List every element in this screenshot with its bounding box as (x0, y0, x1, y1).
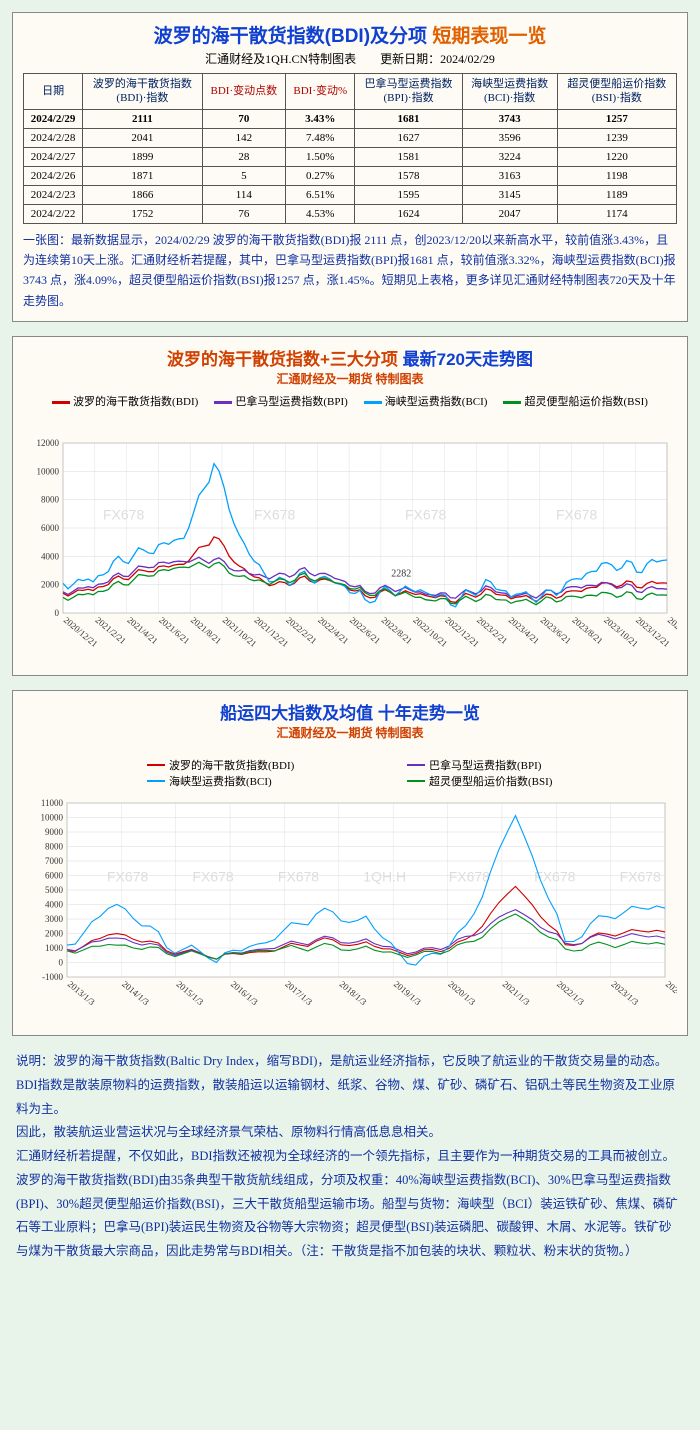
svg-text:FX678: FX678 (449, 868, 490, 884)
bdi-table: 日期波罗的海干散货指数(BDI)·指数BDI·变动点数BDI·变动%巴拿马型运费… (23, 73, 677, 224)
col-header: 巴拿马型运费指数(BPI)·指数 (355, 74, 462, 110)
col-header: 超灵便型船运价指数(BSI)·指数 (557, 74, 676, 110)
svg-text:3000: 3000 (45, 914, 64, 924)
explain-line: 汇通财经析若提醒，不仅如此，BDI指数还被视为全球经济的一个领先指标，且主要作为… (16, 1145, 684, 1169)
svg-text:海峡型运费指数(BCI): 海峡型运费指数(BCI) (169, 774, 272, 788)
explain-line: 波罗的海干散货指数(BDI)由35条典型干散货航线组成，分项及权重：40%海峡型… (16, 1169, 684, 1264)
svg-text:1000: 1000 (45, 943, 64, 953)
svg-text:2282: 2282 (391, 569, 411, 580)
svg-text:巴拿马型运费指数(BPI): 巴拿马型运费指数(BPI) (429, 758, 542, 772)
table-row: 2024/2/2820411427.48%162735961239 (24, 128, 677, 147)
svg-text:8000: 8000 (41, 495, 60, 505)
chart10y-subtitle: 汇通财经及一期货 特制图表 (23, 724, 677, 741)
svg-text:-1000: -1000 (42, 972, 63, 982)
col-header: BDI·变动点数 (202, 74, 286, 110)
chart-10y-svg: -1000 0 1000 2000 3000 4000 5000 6000 7000 8000 90… (23, 745, 677, 1025)
table-row: 2024/2/26187150.27%157831631198 (24, 166, 677, 185)
svg-text:6000: 6000 (45, 871, 64, 881)
table-row: 2024/2/2318661146.51%159531451189 (24, 185, 677, 204)
svg-text:FX678: FX678 (534, 868, 575, 884)
explain-line: 说明：波罗的海干散货指数(Baltic Dry Index，缩写BDI)，是航运… (16, 1050, 684, 1074)
panel1-title: 波罗的海干散货指数(BDI)及分项 短期表现一览 (23, 21, 677, 48)
chart720-title-blue: 最新720天走势图 (398, 350, 533, 369)
col-header: 日期 (24, 74, 83, 110)
svg-text:11000: 11000 (41, 798, 64, 808)
col-header: 海峡型运费指数(BCI)·指数 (462, 74, 557, 110)
col-header: 波罗的海干散货指数(BDI)·指数 (83, 74, 202, 110)
svg-text:10000: 10000 (37, 466, 60, 476)
svg-text:7000: 7000 (45, 856, 64, 866)
col-header: BDI·变动% (286, 74, 355, 110)
explanation-block: 说明：波罗的海干散货指数(Baltic Dry Index，缩写BDI)，是航运… (12, 1050, 688, 1264)
chart-720-svg: 0200040006000800010000120002020/12/21202… (23, 415, 677, 665)
svg-text:2000: 2000 (45, 929, 64, 939)
chart720-title-orange: 波罗的海干散货指数+三大分项 (167, 350, 398, 369)
svg-text:FX678: FX678 (107, 868, 148, 884)
svg-text:4000: 4000 (45, 900, 64, 910)
explain-line: 因此，散装航运业营运状况与全球经济景气荣枯、原物料行情高低息息相关。 (16, 1121, 684, 1145)
svg-text:FX678: FX678 (405, 507, 446, 523)
svg-text:FX678: FX678 (192, 868, 233, 884)
title-orange: 短期表现一览 (427, 26, 546, 47)
panel1-subtitle: 汇通财经及1QH.CN特制图表 更新日期：2024/02/29 (23, 50, 677, 67)
svg-text:波罗的海干散货指数(BDI): 波罗的海干散货指数(BDI) (169, 758, 295, 772)
bdi-table-panel: 波罗的海干散货指数(BDI)及分项 短期表现一览 汇通财经及1QH.CN特制图表… (12, 12, 688, 322)
svg-text:1QH.H: 1QH.H (363, 868, 406, 884)
chart720-subtitle: 汇通财经及一期货 特制图表 (23, 370, 677, 387)
chart10y-title: 船运四大指数及均值 十年走势一览 (23, 699, 677, 724)
svg-text:FX678: FX678 (278, 868, 319, 884)
panel1-note: 一张图：最新数据显示，2024/02/29 波罗的海干散货指数(BDI)报 21… (23, 230, 677, 312)
chart720-title: 波罗的海干散货指数+三大分项 最新720天走势图 (23, 345, 677, 370)
svg-text:8000: 8000 (45, 842, 64, 852)
svg-text:FX678: FX678 (620, 868, 661, 884)
chart-10y-panel: 船运四大指数及均值 十年走势一览 汇通财经及一期货 特制图表 -1000 0 100… (12, 690, 688, 1036)
svg-text:10000: 10000 (41, 813, 64, 823)
chart720-legend: 波罗的海干散货指数(BDI) 巴拿马型运费指数(BPI) 海峡型运费指数(BCI) 超… (23, 393, 677, 409)
svg-text:FX678: FX678 (556, 507, 597, 523)
svg-text:6000: 6000 (41, 523, 60, 533)
svg-text:2000: 2000 (41, 580, 60, 590)
legend-item: 超灵便型船运价指数(BSI) (503, 396, 647, 408)
chart-720-panel: 波罗的海干散货指数+三大分项 最新720天走势图 汇通财经及一期货 特制图表 波… (12, 336, 688, 676)
explain-line: BDI指数是散装原物料的运费指数，散装船运以运输钢材、纸浆、谷物、煤、矿砂、磷矿… (16, 1074, 684, 1122)
table-row: 2024/2/271899281.50%158132241220 (24, 147, 677, 166)
legend-item: 巴拿马型运费指数(BPI) (214, 396, 347, 408)
svg-text:FX678: FX678 (254, 507, 295, 523)
svg-text:4000: 4000 (41, 551, 60, 561)
title-blue: 波罗的海干散货指数(BDI)及分项 (154, 26, 427, 47)
svg-text:12000: 12000 (37, 438, 60, 448)
legend-item: 海峡型运费指数(BCI) (364, 396, 488, 408)
svg-text:0: 0 (59, 958, 64, 968)
legend-item: 波罗的海干散货指数(BDI) (52, 396, 198, 408)
svg-text:超灵便型船运价指数(BSI): 超灵便型船运价指数(BSI) (429, 774, 553, 788)
table-row: 2024/2/292111703.43%168137431257 (24, 109, 677, 128)
table-row: 2024/2/221752764.53%162420471174 (24, 204, 677, 223)
svg-text:0: 0 (55, 608, 60, 618)
svg-text:9000: 9000 (45, 827, 64, 837)
svg-text:5000: 5000 (45, 885, 64, 895)
svg-text:FX678: FX678 (103, 507, 144, 523)
